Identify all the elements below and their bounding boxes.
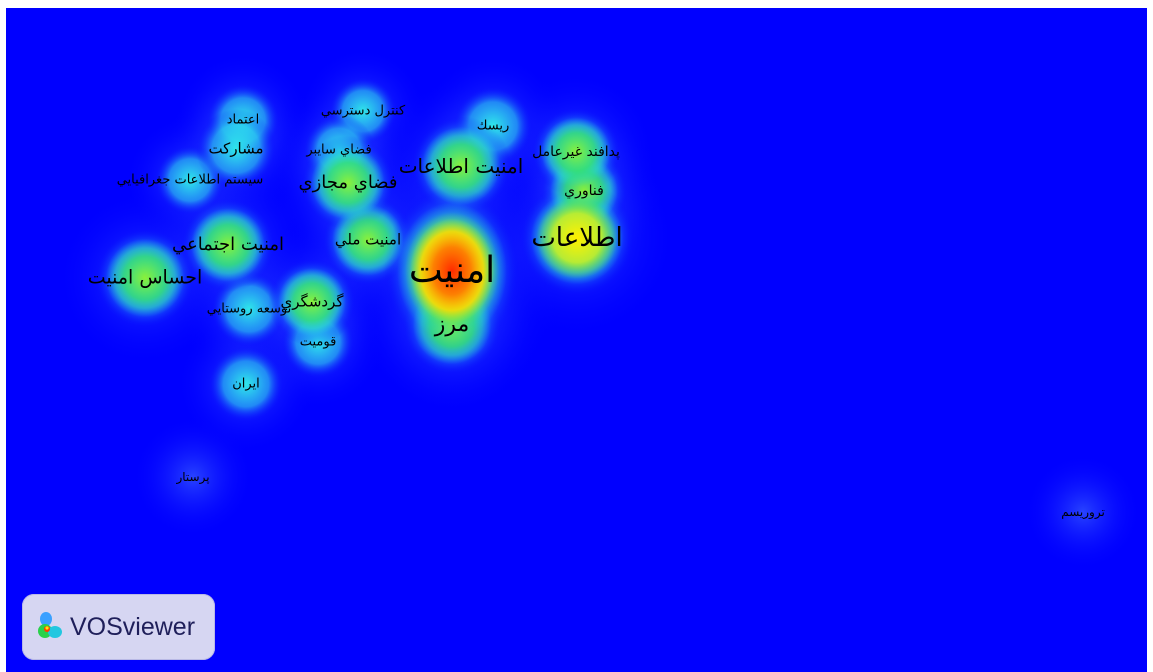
term-label-fazaye_majazi[interactable]: فضاي مجازي xyxy=(298,172,398,193)
term-label-etelaat[interactable]: اطلاعات xyxy=(531,223,623,253)
density-blob-amniyat_melli xyxy=(332,204,404,276)
term-label-tose_rustaei[interactable]: توسعه روستايي xyxy=(206,301,292,317)
density-blob-gardeshgari xyxy=(278,268,346,336)
density-blob-fazaye_majazi xyxy=(311,146,385,220)
term-label-fanavari[interactable]: فناوري xyxy=(564,183,604,199)
term-label-ghomiyat[interactable]: قوميت xyxy=(299,334,337,350)
density-blob-amniyat_etelaat xyxy=(421,126,501,206)
density-heatmap xyxy=(6,8,1147,672)
density-blob-iran xyxy=(208,346,284,422)
term-label-etemad[interactable]: اعتماد xyxy=(226,112,260,128)
term-label-amniyat_ejtemaei[interactable]: امنيت اجتماعي xyxy=(171,234,285,255)
term-label-gardeshgari[interactable]: گردشگري xyxy=(280,292,344,311)
density-blob-etelaat xyxy=(536,197,618,279)
term-label-amniyat_melli[interactable]: امنيت ملي xyxy=(334,230,402,249)
vosviewer-logo-icon xyxy=(36,610,64,644)
term-label-kontrol[interactable]: كنترل دسترسي xyxy=(320,103,406,119)
term-label-fazaye_saybar[interactable]: فضاي سايبر xyxy=(306,142,372,158)
term-label-terrorism[interactable]: تروريسم xyxy=(1061,505,1105,519)
term-label-parastar[interactable]: پرستار xyxy=(176,470,210,484)
term-label-marz[interactable]: مرز xyxy=(434,312,470,337)
term-label-mosharekat[interactable]: مشاركت xyxy=(208,139,264,158)
vosviewer-logo-text: VOSviewer xyxy=(70,612,196,641)
density-blob-amniyat xyxy=(410,218,494,324)
density-visualization[interactable]: امنيت مرز اطلاعات امنيت اطلاعات ريسك پدافند غ… xyxy=(6,8,1147,672)
vosviewer-logo: VOSviewer xyxy=(22,594,215,660)
term-label-ehsas_amniyat[interactable]: احساس امنيت xyxy=(87,266,203,289)
term-label-sistem_gis[interactable]: سيستم اطلاعات جغرافيايي xyxy=(116,172,264,188)
density-blob-padafand xyxy=(541,117,611,187)
term-label-padafand[interactable]: پدافند غيرعامل xyxy=(532,144,620,160)
density-blob-terrorism xyxy=(1024,453,1142,571)
density-blob-mosharekat xyxy=(196,109,276,189)
density-blob-amniyat_ejtemaei xyxy=(191,208,265,282)
term-label-amniyat[interactable]: امنيت xyxy=(408,250,496,291)
term-label-amniyat_etelaat[interactable]: امنيت اطلاعات xyxy=(398,154,524,178)
term-label-risk[interactable]: ريسك xyxy=(476,118,510,134)
density-blob-ehsas_amniyat xyxy=(105,238,185,318)
term-label-iran[interactable]: ايران xyxy=(232,376,260,392)
